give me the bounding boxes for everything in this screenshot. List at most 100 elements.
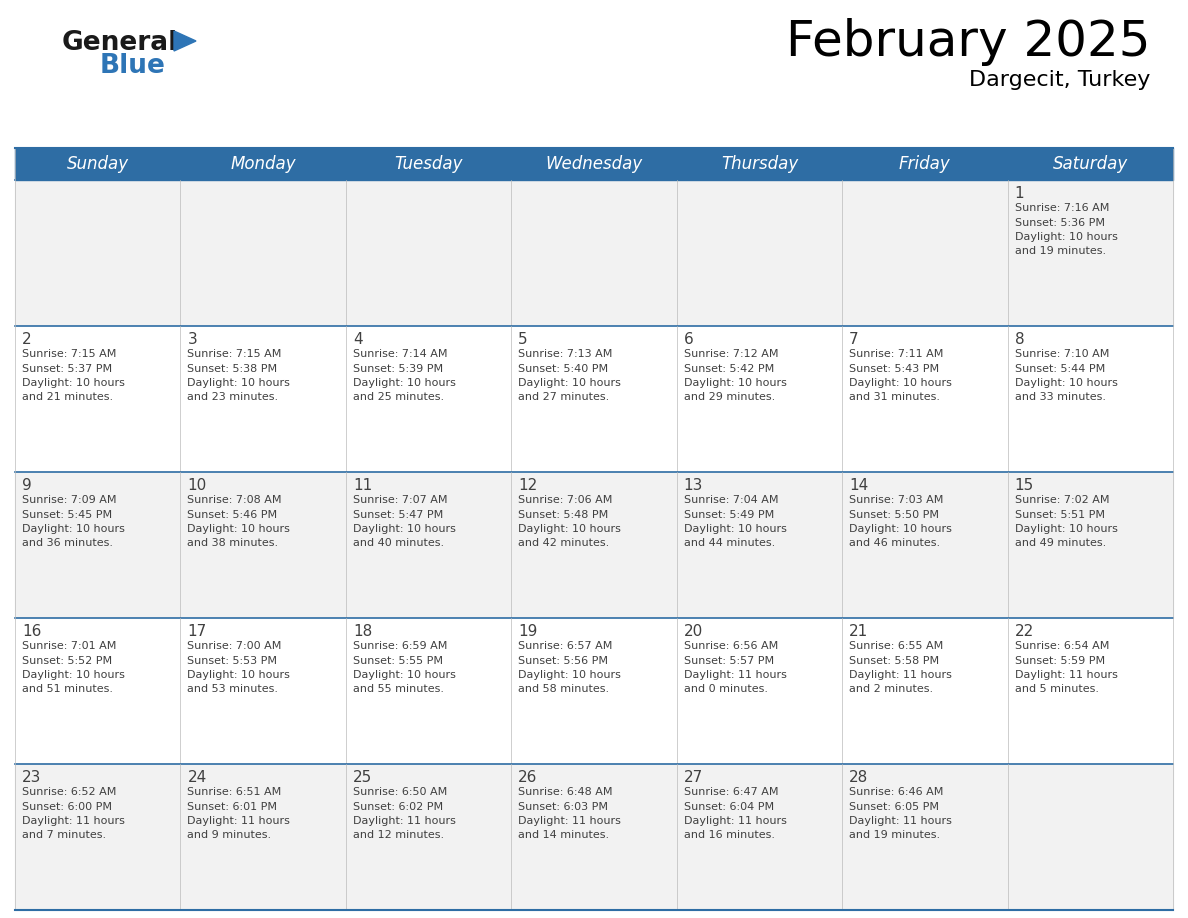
Text: Daylight: 10 hours: Daylight: 10 hours	[188, 524, 290, 534]
Text: and 33 minutes.: and 33 minutes.	[1015, 393, 1106, 402]
Text: Daylight: 10 hours: Daylight: 10 hours	[684, 378, 786, 388]
Text: Wednesday: Wednesday	[545, 155, 643, 173]
Text: and 19 minutes.: and 19 minutes.	[849, 831, 940, 841]
Text: Daylight: 10 hours: Daylight: 10 hours	[518, 524, 621, 534]
Text: Sunrise: 6:51 AM: Sunrise: 6:51 AM	[188, 787, 282, 797]
Text: Sunset: 6:03 PM: Sunset: 6:03 PM	[518, 801, 608, 812]
Text: Sunrise: 6:59 AM: Sunrise: 6:59 AM	[353, 641, 447, 651]
Text: Sunrise: 7:07 AM: Sunrise: 7:07 AM	[353, 495, 448, 505]
Text: and 21 minutes.: and 21 minutes.	[23, 393, 113, 402]
Text: 23: 23	[23, 770, 42, 785]
Text: 26: 26	[518, 770, 538, 785]
Text: Daylight: 10 hours: Daylight: 10 hours	[353, 670, 456, 680]
Text: Sunset: 6:05 PM: Sunset: 6:05 PM	[849, 801, 940, 812]
Text: Daylight: 10 hours: Daylight: 10 hours	[518, 378, 621, 388]
Text: and 36 minutes.: and 36 minutes.	[23, 539, 113, 548]
Text: Sunrise: 7:02 AM: Sunrise: 7:02 AM	[1015, 495, 1110, 505]
Text: and 53 minutes.: and 53 minutes.	[188, 685, 278, 695]
Text: and 7 minutes.: and 7 minutes.	[23, 831, 106, 841]
Text: 22: 22	[1015, 624, 1034, 639]
Text: Sunday: Sunday	[67, 155, 128, 173]
Text: and 23 minutes.: and 23 minutes.	[188, 393, 278, 402]
Text: Dargecit, Turkey: Dargecit, Turkey	[968, 70, 1150, 90]
Text: Sunrise: 6:54 AM: Sunrise: 6:54 AM	[1015, 641, 1108, 651]
Text: 13: 13	[684, 478, 703, 493]
Text: 16: 16	[23, 624, 42, 639]
Text: 15: 15	[1015, 478, 1034, 493]
Text: Sunrise: 6:56 AM: Sunrise: 6:56 AM	[684, 641, 778, 651]
Text: Sunset: 5:38 PM: Sunset: 5:38 PM	[188, 364, 278, 374]
Text: 28: 28	[849, 770, 868, 785]
Text: and 55 minutes.: and 55 minutes.	[353, 685, 444, 695]
Text: Tuesday: Tuesday	[394, 155, 463, 173]
Text: Daylight: 10 hours: Daylight: 10 hours	[1015, 378, 1118, 388]
Text: Saturday: Saturday	[1053, 155, 1127, 173]
Text: Sunset: 5:46 PM: Sunset: 5:46 PM	[188, 509, 278, 520]
Text: Sunrise: 7:15 AM: Sunrise: 7:15 AM	[23, 349, 116, 359]
Text: and 40 minutes.: and 40 minutes.	[353, 539, 444, 548]
Text: Daylight: 11 hours: Daylight: 11 hours	[188, 816, 290, 826]
Text: and 25 minutes.: and 25 minutes.	[353, 393, 444, 402]
Text: Sunset: 5:49 PM: Sunset: 5:49 PM	[684, 509, 773, 520]
Text: Friday: Friday	[899, 155, 950, 173]
Text: Sunset: 5:43 PM: Sunset: 5:43 PM	[849, 364, 940, 374]
Text: and 16 minutes.: and 16 minutes.	[684, 831, 775, 841]
Text: Sunset: 5:56 PM: Sunset: 5:56 PM	[518, 655, 608, 666]
Text: Sunset: 5:45 PM: Sunset: 5:45 PM	[23, 509, 112, 520]
Text: Thursday: Thursday	[721, 155, 798, 173]
Text: and 5 minutes.: and 5 minutes.	[1015, 685, 1099, 695]
Text: Daylight: 10 hours: Daylight: 10 hours	[188, 378, 290, 388]
Text: and 58 minutes.: and 58 minutes.	[518, 685, 609, 695]
Text: Sunset: 5:39 PM: Sunset: 5:39 PM	[353, 364, 443, 374]
Text: and 31 minutes.: and 31 minutes.	[849, 393, 940, 402]
Text: Sunset: 5:47 PM: Sunset: 5:47 PM	[353, 509, 443, 520]
Text: Sunset: 5:36 PM: Sunset: 5:36 PM	[1015, 218, 1105, 228]
Text: 25: 25	[353, 770, 372, 785]
Text: 2: 2	[23, 332, 32, 347]
Text: Sunrise: 7:03 AM: Sunrise: 7:03 AM	[849, 495, 943, 505]
Text: Daylight: 10 hours: Daylight: 10 hours	[1015, 232, 1118, 242]
Polygon shape	[173, 31, 196, 51]
Text: 7: 7	[849, 332, 859, 347]
Text: 18: 18	[353, 624, 372, 639]
Text: Daylight: 10 hours: Daylight: 10 hours	[23, 670, 125, 680]
Text: Daylight: 10 hours: Daylight: 10 hours	[849, 378, 952, 388]
Text: Daylight: 11 hours: Daylight: 11 hours	[684, 670, 786, 680]
Text: and 46 minutes.: and 46 minutes.	[849, 539, 940, 548]
Text: Sunset: 6:01 PM: Sunset: 6:01 PM	[188, 801, 278, 812]
Text: Daylight: 10 hours: Daylight: 10 hours	[849, 524, 952, 534]
Text: Daylight: 10 hours: Daylight: 10 hours	[353, 524, 456, 534]
Text: and 27 minutes.: and 27 minutes.	[518, 393, 609, 402]
Text: 20: 20	[684, 624, 703, 639]
Text: February 2025: February 2025	[785, 18, 1150, 66]
Text: Sunrise: 7:15 AM: Sunrise: 7:15 AM	[188, 349, 282, 359]
Text: Sunset: 5:59 PM: Sunset: 5:59 PM	[1015, 655, 1105, 666]
Text: and 2 minutes.: and 2 minutes.	[849, 685, 934, 695]
Text: Sunset: 5:37 PM: Sunset: 5:37 PM	[23, 364, 112, 374]
Text: Blue: Blue	[100, 53, 166, 79]
Text: Sunset: 5:51 PM: Sunset: 5:51 PM	[1015, 509, 1105, 520]
Text: and 49 minutes.: and 49 minutes.	[1015, 539, 1106, 548]
Text: and 51 minutes.: and 51 minutes.	[23, 685, 113, 695]
Text: Sunrise: 7:08 AM: Sunrise: 7:08 AM	[188, 495, 282, 505]
Text: and 19 minutes.: and 19 minutes.	[1015, 247, 1106, 256]
Text: Sunset: 5:57 PM: Sunset: 5:57 PM	[684, 655, 773, 666]
Text: 4: 4	[353, 332, 362, 347]
Text: Sunrise: 6:47 AM: Sunrise: 6:47 AM	[684, 787, 778, 797]
Text: Daylight: 11 hours: Daylight: 11 hours	[518, 816, 621, 826]
Text: Daylight: 10 hours: Daylight: 10 hours	[188, 670, 290, 680]
Text: and 12 minutes.: and 12 minutes.	[353, 831, 444, 841]
Text: and 44 minutes.: and 44 minutes.	[684, 539, 775, 548]
Text: and 42 minutes.: and 42 minutes.	[518, 539, 609, 548]
Text: Sunset: 5:48 PM: Sunset: 5:48 PM	[518, 509, 608, 520]
Text: Sunset: 6:04 PM: Sunset: 6:04 PM	[684, 801, 773, 812]
Text: Sunrise: 7:09 AM: Sunrise: 7:09 AM	[23, 495, 116, 505]
Text: Sunrise: 7:10 AM: Sunrise: 7:10 AM	[1015, 349, 1108, 359]
Text: Daylight: 11 hours: Daylight: 11 hours	[353, 816, 456, 826]
Text: Sunrise: 7:13 AM: Sunrise: 7:13 AM	[518, 349, 613, 359]
Text: 5: 5	[518, 332, 527, 347]
Text: 17: 17	[188, 624, 207, 639]
Text: Sunset: 6:02 PM: Sunset: 6:02 PM	[353, 801, 443, 812]
Text: Sunset: 5:53 PM: Sunset: 5:53 PM	[188, 655, 278, 666]
Text: Sunset: 5:58 PM: Sunset: 5:58 PM	[849, 655, 940, 666]
